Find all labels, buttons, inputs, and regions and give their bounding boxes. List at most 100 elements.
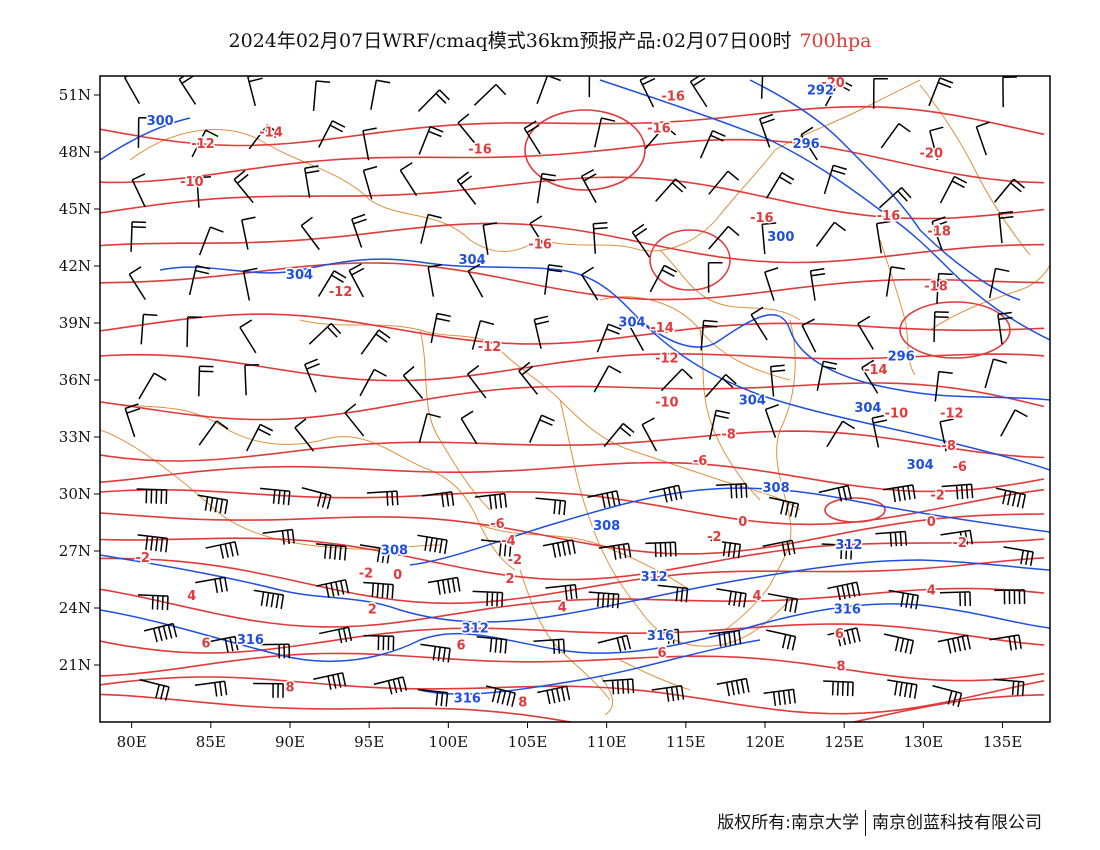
wind-barb xyxy=(130,221,147,252)
wind-barb xyxy=(821,543,853,560)
wind-barb xyxy=(253,589,285,610)
height-label: 316 xyxy=(834,602,861,617)
temperature-label: -10 xyxy=(655,395,679,410)
wind-barb xyxy=(533,638,566,654)
height-label: 304 xyxy=(618,316,645,331)
wind-barb xyxy=(259,487,291,506)
wind-barb xyxy=(639,76,656,108)
wind-barb xyxy=(716,482,748,499)
copyright-footer: 版权所有:南京大学 南京创蓝科技有限公司 xyxy=(717,808,1042,836)
temperature-isotherm xyxy=(100,313,1045,345)
lat-tick-label: 36N xyxy=(59,371,91,389)
wind-barb xyxy=(399,162,418,197)
height-label: 308 xyxy=(593,519,620,534)
wind-barb xyxy=(239,319,257,354)
wind-barb xyxy=(934,370,953,402)
lat-tick-label: 42N xyxy=(59,257,91,275)
temperature-label: -2 xyxy=(930,488,944,503)
wind-barb xyxy=(301,487,332,510)
height-label: 316 xyxy=(647,629,674,644)
wind-barb xyxy=(363,581,394,599)
lat-tick-label: 21N xyxy=(59,656,91,674)
wind-barb xyxy=(887,679,918,699)
wind-barb xyxy=(689,76,708,108)
wind-barb xyxy=(818,484,852,502)
wind-barb xyxy=(995,487,1027,509)
height-label: 308 xyxy=(763,481,790,496)
wind-barb xyxy=(708,225,740,250)
wind-barb xyxy=(138,594,169,611)
wind-barb xyxy=(312,80,331,111)
temperature-label: -14 xyxy=(650,321,674,336)
temperature-isotherm xyxy=(100,587,1045,628)
temperature-label: 0 xyxy=(927,515,936,530)
wind-barb xyxy=(131,173,146,208)
wind-barb xyxy=(655,178,687,202)
wind-barb xyxy=(997,311,1013,345)
wind-barb xyxy=(631,223,650,258)
height-label: 292 xyxy=(807,84,834,99)
temperature-label: 8 xyxy=(285,680,294,695)
wind-barb xyxy=(138,372,167,400)
pressure-level: 700hpa xyxy=(799,30,872,52)
temperature-label: -20 xyxy=(920,146,944,161)
lon-tick-label: 130E xyxy=(904,733,944,751)
wind-barb xyxy=(823,164,847,195)
wind-barb xyxy=(533,315,550,349)
wind-barb xyxy=(196,176,212,208)
height-contour xyxy=(639,319,1050,471)
temperature-isotherm xyxy=(100,623,1045,654)
wind-barb xyxy=(457,113,478,147)
wind-barb xyxy=(523,120,541,155)
wind-barb xyxy=(472,590,504,607)
wind-barb xyxy=(826,420,855,448)
wind-barb xyxy=(197,494,229,515)
contour-labels: -20-16-16-16-14-12-10-20-16 -16-18-16-12-… xyxy=(134,76,968,712)
wind-barb xyxy=(359,544,391,564)
wind-barb xyxy=(762,539,796,557)
wind-barb xyxy=(758,113,775,148)
wind-barb xyxy=(300,216,320,251)
wind-barb xyxy=(402,365,424,399)
wind-barb xyxy=(186,316,202,347)
wind-barb xyxy=(940,529,974,546)
temperature-cell xyxy=(824,497,886,523)
wind-barb xyxy=(932,685,963,708)
temperature-label: -16 xyxy=(468,143,492,158)
wind-barb xyxy=(857,315,874,350)
wind-barb xyxy=(596,323,622,353)
province-boundaries xyxy=(100,79,1050,716)
wind-barb xyxy=(348,263,365,298)
wind-barb xyxy=(485,685,516,707)
wind-barb xyxy=(417,89,450,112)
temperature-cell xyxy=(524,109,646,191)
wind-barb xyxy=(545,583,578,600)
wind-barb xyxy=(763,688,796,706)
lat-tick-label: 33N xyxy=(59,428,91,446)
lon-tick-label: 85E xyxy=(196,733,226,751)
wind-barb xyxy=(705,373,737,398)
boundary-line xyxy=(100,401,516,571)
height-label: 304 xyxy=(854,401,881,416)
wind-barb xyxy=(597,634,632,652)
wind-barb xyxy=(188,264,211,296)
wind-barb xyxy=(888,589,919,610)
wind-barb xyxy=(937,634,971,654)
temperature-label: 6 xyxy=(456,639,465,654)
wind-barb xyxy=(198,420,229,446)
temperature-label: -12 xyxy=(191,137,215,152)
boundary-line xyxy=(659,249,801,321)
temperature-label: -6 xyxy=(693,454,707,469)
wind-barb xyxy=(542,539,576,558)
wind-barb xyxy=(708,170,740,195)
wind-barb xyxy=(528,414,555,443)
boundary-line xyxy=(699,329,761,501)
boundary-line xyxy=(419,329,491,511)
wind-barb xyxy=(648,628,680,644)
temperature-label: -16 xyxy=(661,89,685,104)
height-label: 304 xyxy=(907,458,934,473)
wind-barb xyxy=(939,591,972,607)
wind-barb xyxy=(360,329,391,355)
wind-barb xyxy=(592,222,608,254)
